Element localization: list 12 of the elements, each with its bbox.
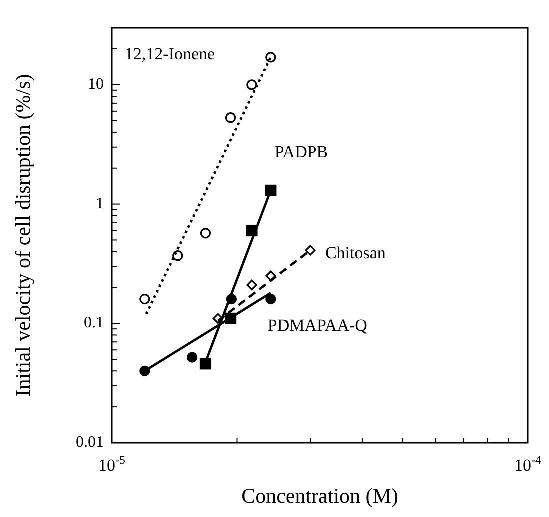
y-tick-label: 10 (88, 76, 104, 93)
series-label: Chitosan (325, 243, 386, 262)
y-tick-label: 0.1 (84, 314, 104, 332)
y-tick-label: 1 (96, 194, 104, 212)
y-tick-label: 0.01 (76, 434, 104, 451)
series-label: PADPB (274, 142, 328, 162)
series-label: PDMAPAA-Q (268, 316, 368, 336)
y-axis-title: Initial velocity of cell disruption (%/s) (11, 74, 35, 397)
text: 12,12-Ionene (124, 44, 216, 64)
x-tick-label: 10$^{-4}$ (514, 453, 542, 475)
x-axis-title: Concentration (M) (242, 484, 398, 508)
x-tick-label: 10$^{-5}$ (98, 453, 126, 475)
